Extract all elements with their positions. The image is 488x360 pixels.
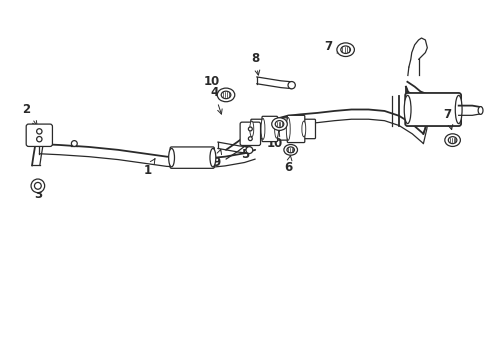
Ellipse shape	[261, 118, 264, 139]
Circle shape	[37, 136, 42, 142]
Ellipse shape	[168, 148, 174, 167]
Text: 9: 9	[212, 149, 221, 170]
Circle shape	[287, 82, 295, 89]
Ellipse shape	[209, 148, 215, 167]
Circle shape	[37, 129, 42, 134]
FancyBboxPatch shape	[287, 115, 304, 143]
Text: 7: 7	[443, 108, 452, 130]
Text: 10: 10	[203, 75, 223, 98]
Text: 1: 1	[143, 159, 155, 177]
Ellipse shape	[447, 137, 456, 144]
Circle shape	[248, 137, 252, 141]
Ellipse shape	[286, 147, 294, 153]
Ellipse shape	[454, 95, 461, 123]
Ellipse shape	[444, 134, 459, 147]
Text: 7: 7	[324, 40, 342, 53]
FancyBboxPatch shape	[240, 122, 260, 145]
Circle shape	[31, 179, 44, 193]
FancyBboxPatch shape	[250, 119, 263, 139]
Ellipse shape	[274, 120, 278, 138]
Ellipse shape	[71, 141, 77, 147]
Ellipse shape	[340, 46, 350, 53]
Text: 3: 3	[34, 183, 42, 202]
Ellipse shape	[404, 95, 410, 123]
Text: 2: 2	[21, 103, 37, 126]
Ellipse shape	[336, 43, 354, 57]
Ellipse shape	[477, 107, 482, 114]
Circle shape	[245, 147, 252, 153]
Ellipse shape	[271, 118, 287, 130]
Text: 4: 4	[210, 86, 222, 114]
Ellipse shape	[286, 118, 289, 140]
Circle shape	[248, 127, 252, 131]
FancyBboxPatch shape	[170, 147, 214, 168]
Ellipse shape	[221, 91, 230, 99]
FancyBboxPatch shape	[262, 116, 277, 141]
Ellipse shape	[249, 121, 253, 137]
FancyBboxPatch shape	[302, 119, 315, 139]
Text: 10: 10	[266, 131, 282, 150]
Text: 8: 8	[250, 52, 259, 75]
Text: 5: 5	[241, 144, 250, 161]
Ellipse shape	[301, 121, 305, 137]
FancyBboxPatch shape	[405, 93, 460, 126]
FancyBboxPatch shape	[26, 124, 52, 147]
Text: 6: 6	[284, 156, 292, 174]
FancyBboxPatch shape	[275, 118, 288, 140]
Ellipse shape	[284, 144, 297, 155]
Circle shape	[34, 183, 41, 189]
Ellipse shape	[217, 88, 234, 102]
Ellipse shape	[275, 121, 283, 127]
